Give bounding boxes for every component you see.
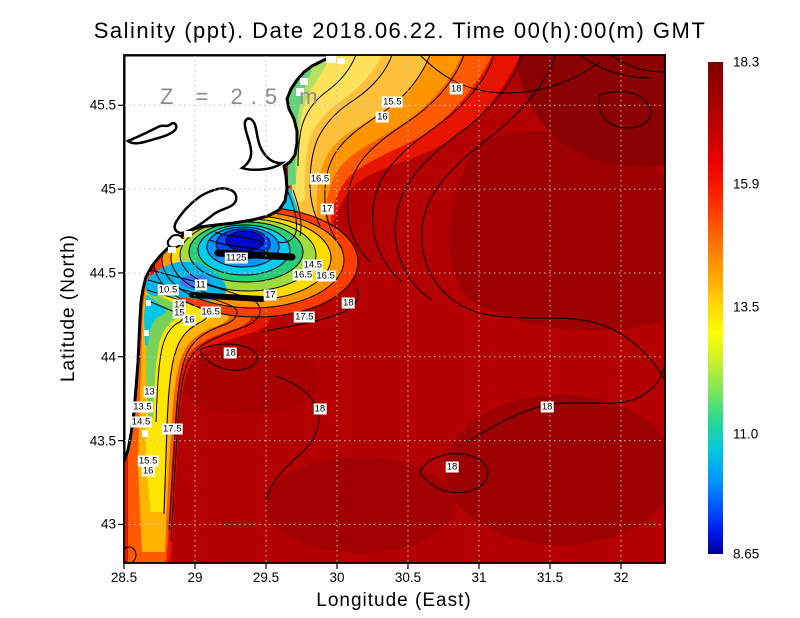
colorbar-tick-label: 15.9 xyxy=(733,176,760,192)
plot-frame xyxy=(123,54,666,564)
x-tick-label: 30.5 xyxy=(394,570,422,585)
contour-label: 18 xyxy=(313,403,327,415)
contour-label: 16 xyxy=(183,314,196,326)
contour-label: 14 xyxy=(173,299,186,311)
contour-lines xyxy=(124,55,665,563)
colorbar-tick-label: 13.5 xyxy=(733,299,760,315)
contour-label: 11 xyxy=(194,279,207,291)
colorbar-gradient xyxy=(708,62,723,554)
contour-label: 16.5 xyxy=(315,270,336,282)
x-tick-label: 30 xyxy=(329,570,345,585)
contour-label: 15.5 xyxy=(137,455,159,467)
x-tick-label: 29.5 xyxy=(252,570,280,585)
depth-annotation: Z = 2.5 m xyxy=(160,84,326,109)
contour-label: 18 xyxy=(445,461,459,473)
colorbar-tick-label: 8.65 xyxy=(733,546,760,562)
contour-label: 1125 xyxy=(224,252,248,264)
contour-label: 17 xyxy=(263,289,277,301)
coastal-inlet xyxy=(239,117,287,171)
data-gap-cells xyxy=(142,55,345,437)
land-coastline xyxy=(124,55,345,463)
contour-label: 16.5 xyxy=(292,269,314,281)
x-axis-title: Longitude (East) xyxy=(316,590,472,611)
contour-label: 16 xyxy=(141,465,155,477)
figure-title: Salinity (ppt). Date 2018.06.22. Time 00… xyxy=(93,18,707,43)
contour-label: 17.5 xyxy=(294,311,315,323)
contour-label: 13 xyxy=(143,386,156,398)
contour-label: 18 xyxy=(449,83,463,95)
colorbar-tick-label: 18.3 xyxy=(733,54,760,70)
y-tick-label: 44.5 xyxy=(89,265,116,281)
contour-label: 18 xyxy=(224,347,237,359)
x-tick-label: 31.5 xyxy=(536,570,564,585)
contour-label: 10.5 xyxy=(157,284,179,296)
y-tick-label: 45.5 xyxy=(89,97,116,113)
axis-ticks xyxy=(118,104,622,569)
y-tick-label: 45 xyxy=(100,181,116,197)
y-tick-label: 43.5 xyxy=(89,433,116,449)
contour-label: 16.5 xyxy=(200,306,221,317)
y-tick-label: 44 xyxy=(100,349,116,365)
y-tick-label: 43 xyxy=(100,516,116,532)
contour-label: 16.5 xyxy=(309,173,331,185)
x-tick-label: 31 xyxy=(471,570,487,585)
contour-label: 18 xyxy=(540,401,554,413)
x-tick-label: 28.5 xyxy=(110,570,138,585)
contour-label: 15 xyxy=(173,307,186,319)
contour-label: 17.5 xyxy=(162,423,183,435)
contour-label: 14.5 xyxy=(302,259,324,271)
contour-label: 15.5 xyxy=(382,96,403,108)
contour-label: 16 xyxy=(376,111,389,123)
contour-label: 17 xyxy=(320,203,334,215)
contour-label: 14.5 xyxy=(130,416,152,428)
colorbar-tick-label: 11.0 xyxy=(733,426,759,442)
x-tick-label: 29 xyxy=(187,570,203,585)
contour-label: 18 xyxy=(342,297,355,309)
lake-outline xyxy=(125,122,178,145)
land-polygon xyxy=(124,55,336,463)
x-tick-label: 32 xyxy=(613,570,629,585)
contour-label: 13.5 xyxy=(132,401,153,413)
